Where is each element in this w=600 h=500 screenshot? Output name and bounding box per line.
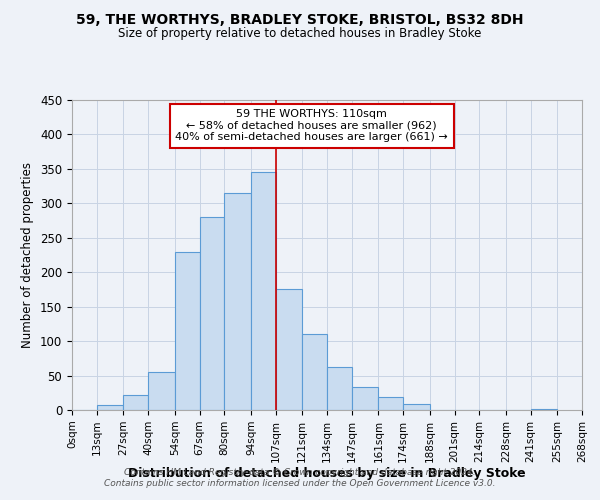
Bar	[148, 372, 175, 410]
Bar	[352, 388, 379, 410]
Bar	[224, 193, 251, 410]
X-axis label: Distribution of detached houses by size in Bradley Stoke: Distribution of detached houses by size …	[128, 468, 526, 480]
Bar	[302, 334, 327, 410]
Y-axis label: Number of detached properties: Number of detached properties	[22, 162, 34, 348]
Text: Contains HM Land Registry data © Crown copyright and database right 2024.
Contai: Contains HM Land Registry data © Crown c…	[104, 468, 496, 487]
Bar	[175, 252, 199, 410]
Bar	[199, 217, 224, 410]
Bar	[530, 408, 557, 410]
Bar	[124, 395, 148, 410]
Bar	[327, 366, 352, 410]
Bar	[403, 404, 430, 410]
Text: Size of property relative to detached houses in Bradley Stoke: Size of property relative to detached ho…	[118, 28, 482, 40]
Text: 59, THE WORTHYS, BRADLEY STOKE, BRISTOL, BS32 8DH: 59, THE WORTHYS, BRADLEY STOKE, BRISTOL,…	[76, 12, 524, 26]
Bar	[379, 397, 403, 410]
Bar	[251, 172, 275, 410]
Text: 59 THE WORTHYS: 110sqm
← 58% of detached houses are smaller (962)
40% of semi-de: 59 THE WORTHYS: 110sqm ← 58% of detached…	[175, 110, 448, 142]
Bar	[97, 405, 124, 410]
Bar	[275, 290, 302, 410]
